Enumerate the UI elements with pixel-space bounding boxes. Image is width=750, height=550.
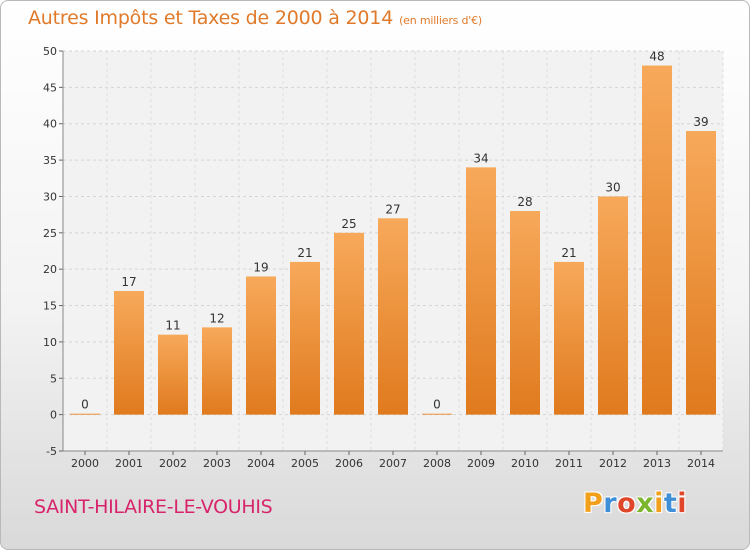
x-tick-label: 2004 xyxy=(247,457,275,470)
bar xyxy=(290,261,320,415)
bar xyxy=(378,218,408,415)
x-tick-label: 2010 xyxy=(511,457,539,470)
bar-value-label: 12 xyxy=(209,311,224,325)
city-name: SAINT-HILAIRE-LE-VOUHIS xyxy=(34,496,273,518)
bar-value-label: 19 xyxy=(253,260,268,274)
y-tick-label: -5 xyxy=(46,445,57,458)
y-tick-label: 40 xyxy=(43,118,57,131)
x-tick-label: 2008 xyxy=(423,457,451,470)
logo-letter: P xyxy=(583,488,604,519)
y-tick-label: 10 xyxy=(43,336,57,349)
x-tick-label: 2012 xyxy=(599,457,627,470)
bar xyxy=(202,327,232,415)
bar-value-label: 39 xyxy=(693,115,708,129)
bar-value-label: 0 xyxy=(81,398,89,412)
proxiti-logo: Proxiti xyxy=(583,488,687,519)
bar-value-label: 25 xyxy=(341,217,356,231)
bar xyxy=(554,261,584,415)
bar-value-label: 28 xyxy=(517,195,532,209)
x-tick-label: 2011 xyxy=(555,457,583,470)
y-tick-label: 50 xyxy=(43,45,57,58)
x-tick-label: 2007 xyxy=(379,457,407,470)
logo-letter: i xyxy=(677,488,688,519)
y-tick-label: 5 xyxy=(50,372,57,385)
bar-value-label: 48 xyxy=(649,50,664,64)
bar xyxy=(466,167,496,415)
y-tick-label: 20 xyxy=(43,263,57,276)
bar xyxy=(70,413,100,415)
bar xyxy=(422,413,452,415)
bar-value-label: 21 xyxy=(297,246,312,260)
bar xyxy=(598,196,628,415)
bar-value-label: 17 xyxy=(121,275,136,289)
x-tick-label: 2000 xyxy=(71,457,99,470)
bar xyxy=(686,131,716,415)
logo-letter: t xyxy=(663,488,678,519)
logo-letter: i xyxy=(654,488,664,519)
x-tick-label: 2003 xyxy=(203,457,231,470)
bar-value-label: 30 xyxy=(605,180,620,194)
bar xyxy=(246,276,276,415)
logo-letter: r xyxy=(603,488,618,519)
x-tick-label: 2006 xyxy=(335,457,363,470)
bar xyxy=(114,291,144,415)
chart-unit: (en milliers d'€) xyxy=(399,14,482,27)
logo-letter: x xyxy=(636,488,655,519)
bar-value-label: 21 xyxy=(561,246,576,260)
logo-letter: o xyxy=(617,488,637,519)
bar xyxy=(642,65,672,415)
y-tick-label: 45 xyxy=(43,81,57,94)
bar-value-label: 27 xyxy=(385,202,400,216)
x-tick-label: 2014 xyxy=(687,457,715,470)
bar-value-label: 0 xyxy=(433,398,441,412)
bar xyxy=(510,211,540,415)
y-tick-label: 25 xyxy=(43,227,57,240)
chart-title: Autres Impôts et Taxes de 2000 à 2014 (en… xyxy=(28,7,482,29)
x-tick-label: 2001 xyxy=(115,457,143,470)
y-tick-label: 15 xyxy=(43,300,57,313)
bar xyxy=(158,334,188,415)
y-tick-label: 35 xyxy=(43,154,57,167)
bar xyxy=(334,232,364,415)
x-tick-label: 2002 xyxy=(159,457,187,470)
bar-value-label: 34 xyxy=(473,151,488,165)
chart-title-text: Autres Impôts et Taxes de 2000 à 2014 xyxy=(28,7,394,29)
x-tick-label: 2013 xyxy=(643,457,671,470)
y-tick-label: 30 xyxy=(43,190,57,203)
x-tick-label: 2009 xyxy=(467,457,495,470)
bar-value-label: 11 xyxy=(165,319,180,333)
y-tick-label: 0 xyxy=(50,409,57,422)
x-tick-label: 2005 xyxy=(291,457,319,470)
